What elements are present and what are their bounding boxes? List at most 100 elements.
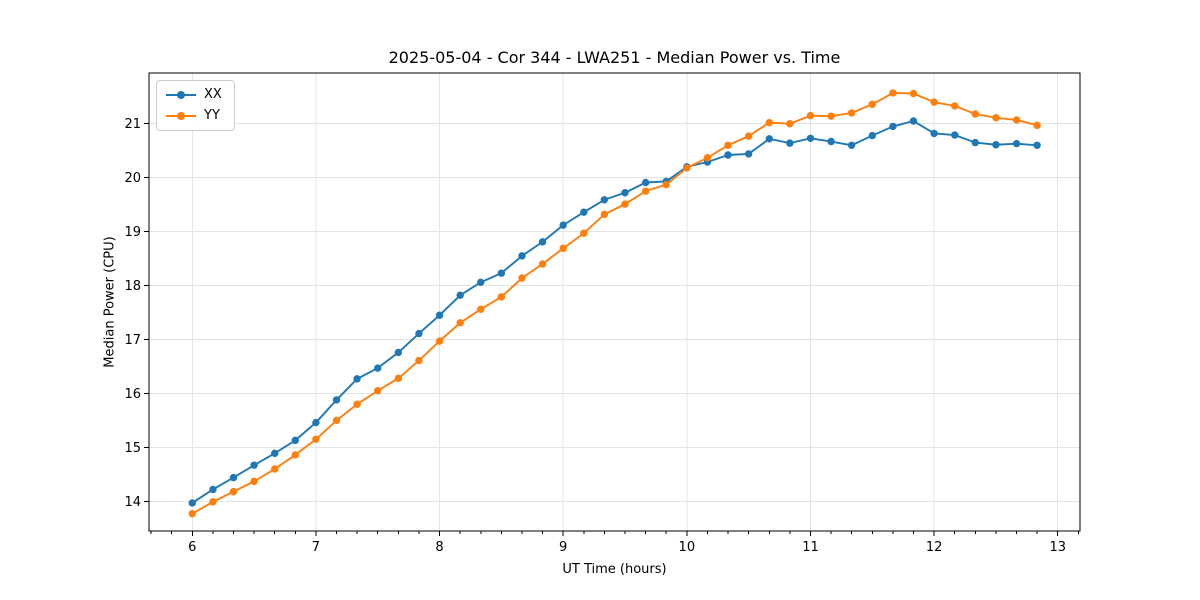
xx-marker	[1012, 139, 1021, 148]
yy-marker	[827, 112, 835, 120]
xx-marker	[518, 252, 526, 260]
x-tick-label: 10	[679, 540, 696, 555]
xx-marker	[992, 141, 1000, 149]
yy-marker	[889, 89, 897, 97]
xx-marker	[806, 134, 815, 142]
xx-marker	[332, 396, 341, 404]
yy-marker	[188, 510, 196, 518]
legend-entry-xx: XX	[166, 87, 222, 103]
yy-series-line	[191, 92, 1039, 515]
x-tick-label: 7	[312, 540, 320, 555]
yy-marker	[497, 293, 506, 301]
x-tick-label: 12	[926, 540, 943, 555]
xx-marker	[641, 178, 650, 187]
yy-marker	[992, 114, 1000, 122]
yy-marker	[744, 132, 753, 140]
yy-marker	[415, 356, 423, 365]
xx-marker	[724, 151, 732, 159]
legend-label-xx: XX	[204, 87, 222, 102]
xx-marker	[415, 329, 423, 338]
xx-marker	[538, 238, 547, 246]
xx-marker	[1033, 141, 1041, 149]
yy-line-marker-icon	[166, 111, 196, 121]
x-axis-label: UT Time (hours)	[562, 562, 667, 577]
xx-marker	[497, 269, 506, 277]
xx-marker	[868, 131, 876, 140]
xx-line-marker-icon	[166, 90, 196, 100]
yy-marker	[1012, 116, 1021, 124]
yy-marker	[724, 141, 732, 149]
yy-marker	[847, 109, 856, 117]
yy-marker	[271, 465, 279, 473]
yy-marker	[518, 274, 526, 282]
xx-marker	[394, 348, 403, 357]
yy-marker	[312, 435, 320, 443]
xx-marker	[188, 499, 196, 507]
yy-marker	[951, 102, 959, 110]
chart-title: 2025-05-04 - Cor 344 - LWA251 - Median P…	[388, 48, 841, 67]
yy-marker	[765, 118, 773, 127]
y-tick-label: 15	[124, 441, 141, 456]
xx-marker	[353, 375, 361, 383]
xx-marker	[600, 196, 609, 204]
x-tick-label: 13	[1049, 540, 1066, 555]
xx-marker	[765, 135, 773, 143]
legend-entry-yy: YY	[166, 108, 222, 124]
xx-series-line	[191, 120, 1039, 504]
xx-marker	[271, 449, 279, 458]
yy-marker	[394, 374, 403, 383]
yy-marker	[250, 477, 258, 486]
xx-marker	[909, 117, 918, 125]
y-tick-label: 19	[124, 225, 141, 240]
y-tick-label: 17	[124, 333, 141, 348]
yy-marker	[435, 337, 444, 345]
xx-marker	[786, 139, 794, 147]
x-tick-label: 9	[559, 540, 567, 555]
x-tick-label: 8	[435, 540, 443, 555]
yy-marker	[930, 98, 938, 106]
legend-label-yy: YY	[204, 108, 220, 123]
xx-marker	[621, 189, 629, 197]
xx-marker	[477, 278, 485, 287]
yy-marker	[806, 111, 815, 120]
xx-marker	[456, 291, 464, 299]
yy-marker	[538, 260, 547, 268]
axes-spines	[148, 72, 1081, 532]
xx-marker	[971, 138, 979, 147]
yy-marker	[621, 200, 629, 208]
legend: XX YY	[156, 80, 235, 131]
yy-marker	[291, 451, 299, 459]
xx-marker	[847, 141, 856, 149]
yy-marker	[662, 180, 670, 189]
xx-marker	[435, 311, 444, 319]
yy-marker	[683, 164, 691, 172]
yy-marker	[559, 244, 567, 253]
xx-marker	[250, 461, 258, 469]
xx-marker	[889, 122, 897, 131]
xx-marker	[744, 150, 753, 158]
y-tick-label: 14	[124, 495, 141, 510]
x-tick-label: 6	[188, 540, 196, 555]
xx-marker	[312, 418, 320, 427]
yy-marker	[1033, 121, 1041, 130]
yy-marker	[641, 187, 650, 195]
xx-marker	[827, 137, 835, 146]
yy-marker	[868, 100, 876, 108]
y-tick-label: 20	[124, 171, 141, 186]
yy-marker	[580, 229, 588, 237]
yy-marker	[332, 416, 341, 425]
xx-marker	[951, 131, 959, 139]
yy-marker	[477, 305, 485, 313]
yy-marker	[209, 498, 217, 506]
xx-marker	[229, 473, 238, 482]
xx-marker	[930, 129, 938, 138]
xx-marker	[291, 436, 299, 445]
yy-marker	[786, 120, 794, 128]
yy-marker	[600, 210, 609, 219]
yy-marker	[909, 89, 918, 98]
y-tick-label: 21	[124, 117, 141, 132]
yy-marker	[971, 110, 979, 118]
x-tick-label: 11	[802, 540, 819, 555]
